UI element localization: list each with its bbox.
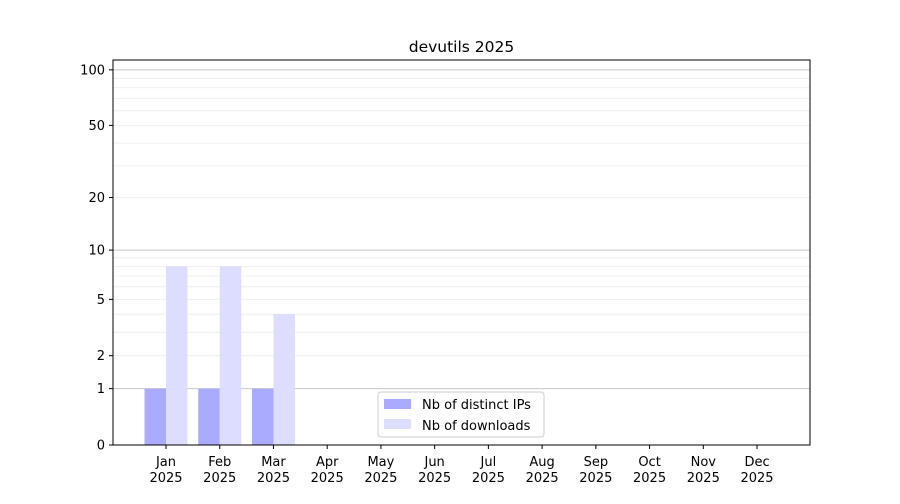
x-tick-label-year: 2025 — [579, 471, 612, 486]
x-tick-label-month: Feb — [208, 455, 231, 470]
x-tick-label-year: 2025 — [687, 471, 720, 486]
y-axis: 0 1 2 5 10 20 50 100 — [80, 63, 113, 454]
y-tick-label: 20 — [88, 191, 105, 206]
bar-distinct-ips — [198, 388, 220, 445]
x-tick-label-month: Sep — [584, 455, 609, 470]
x-tick-label-year: 2025 — [472, 471, 505, 486]
bar-downloads — [166, 266, 188, 445]
legend: Nb of distinct IPs Nb of downloads — [377, 391, 545, 438]
y-tick-label: 100 — [80, 63, 105, 78]
x-tick-label-year: 2025 — [203, 471, 236, 486]
y-tick-label: 2 — [97, 349, 105, 364]
x-axis: Jan2025Feb2025Mar2025Apr2025May2025Jun20… — [149, 445, 774, 486]
x-tick-label-year: 2025 — [418, 471, 451, 486]
x-tick-label-year: 2025 — [633, 471, 666, 486]
x-tick-label-month: Mar — [261, 455, 286, 470]
x-tick-label-month: Jul — [480, 455, 497, 470]
x-tick-label-month: Jan — [155, 455, 176, 470]
bar-distinct-ips — [251, 388, 274, 445]
legend-swatch-downloads — [384, 419, 411, 429]
x-tick-label-year: 2025 — [526, 471, 559, 486]
x-tick-label-year: 2025 — [740, 471, 773, 486]
x-tick-label-month: May — [367, 455, 394, 470]
legend-label-ips: Nb of distinct IPs — [422, 398, 531, 413]
x-tick-label-month: Dec — [744, 455, 769, 470]
x-tick-label-month: Nov — [691, 455, 717, 470]
y-tick-label: 5 — [97, 293, 105, 308]
bar-downloads — [219, 266, 242, 445]
bar-downloads — [273, 314, 295, 445]
x-tick-label-month: Jun — [423, 455, 444, 470]
y-tick-label: 1 — [97, 382, 105, 397]
bar-distinct-ips — [144, 388, 166, 445]
x-tick-label-year: 2025 — [311, 471, 344, 486]
plot-frame — [112, 59, 811, 446]
x-tick-label-month: Aug — [529, 455, 554, 470]
x-tick-label-year: 2025 — [149, 471, 182, 486]
legend-swatch-ips — [384, 399, 411, 409]
y-tick-label: 0 — [97, 439, 105, 454]
grid — [113, 69, 810, 390]
y-tick-label: 50 — [88, 119, 105, 134]
y-tick-label: 10 — [88, 244, 105, 259]
legend-box — [377, 391, 545, 438]
x-tick-label-year: 2025 — [257, 471, 290, 486]
x-tick-label-month: Oct — [638, 455, 660, 470]
x-tick-label-month: Apr — [316, 455, 339, 470]
bars — [144, 266, 295, 445]
chart-title: devutils 2025 — [409, 38, 515, 56]
legend-label-downloads: Nb of downloads — [422, 419, 531, 434]
x-tick-label-year: 2025 — [364, 471, 397, 486]
